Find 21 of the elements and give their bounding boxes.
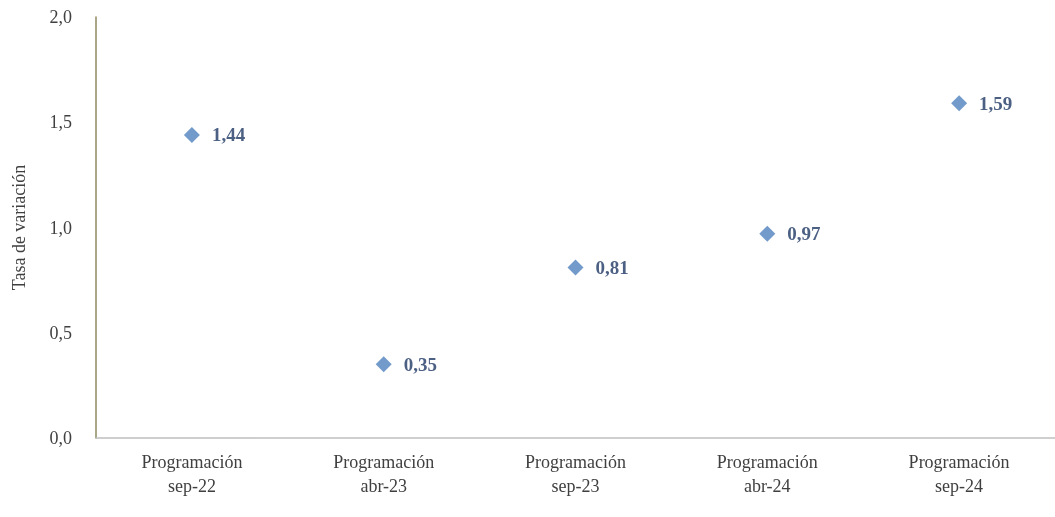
- point: [183, 126, 200, 143]
- y-tick-label: 1,0: [49, 217, 72, 238]
- x-tick-label: Programación sep-24: [908, 452, 1010, 496]
- y-tick-label: 2,0: [49, 7, 72, 27]
- point: [567, 259, 584, 276]
- x-tick-label: Programación abr-24: [716, 452, 818, 496]
- x-tick-label: Programación sep-22: [141, 452, 243, 496]
- point: [951, 95, 968, 112]
- data-label: 0,35: [403, 353, 437, 375]
- data-label: 0,81: [595, 256, 629, 278]
- point: [759, 225, 776, 242]
- y-axis-title: Tasa de variación: [9, 164, 29, 291]
- data-label: 1,44: [211, 124, 246, 146]
- data-label: 1,59: [979, 92, 1013, 114]
- y-tick-label: 0,0: [49, 428, 72, 448]
- y-tick-label: 1,5: [49, 112, 72, 133]
- data-label: 0,97: [787, 223, 822, 245]
- y-tick-label: 0,5: [49, 322, 72, 343]
- point: [375, 356, 392, 373]
- x-tick-label: Programación sep-23: [525, 452, 626, 496]
- x-tick-label: Programación abr-23: [333, 452, 435, 496]
